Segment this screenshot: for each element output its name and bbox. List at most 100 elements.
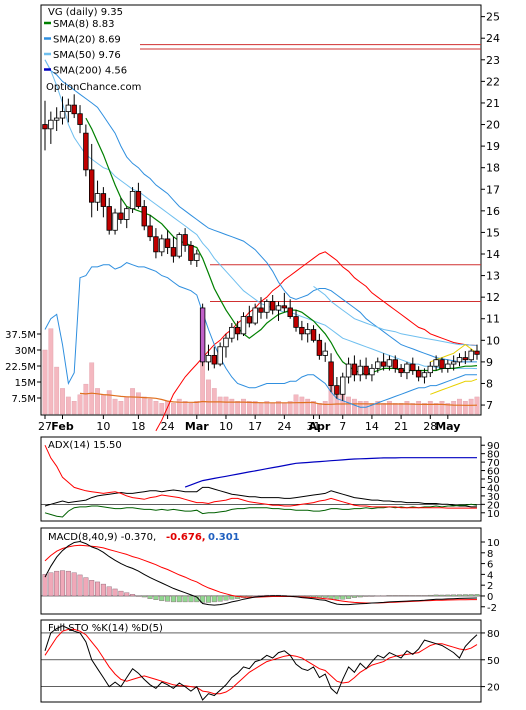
candle — [194, 249, 200, 267]
candle — [269, 295, 276, 315]
macd-histogram-bar — [235, 595, 241, 599]
candle-body — [445, 363, 451, 369]
candle — [275, 301, 282, 321]
candle — [287, 299, 293, 319]
candle — [450, 355, 457, 371]
candlesticks — [42, 94, 480, 401]
price-tick-label: 17 — [486, 183, 500, 196]
candle — [71, 94, 77, 119]
volume-bar — [42, 349, 48, 415]
candle-body — [369, 367, 375, 376]
macd-histogram-bar — [246, 595, 252, 597]
candle-body — [468, 350, 474, 361]
macd-histogram-bar — [322, 595, 328, 598]
volume-tick-label: 22.5M — [5, 362, 36, 373]
volume-bar — [392, 403, 398, 415]
macd-histogram-bar — [130, 594, 136, 597]
legend-entry: SMA(8) 8.83 — [53, 19, 114, 30]
candle — [159, 234, 165, 257]
candle-body — [234, 326, 241, 335]
candle-body — [205, 355, 212, 363]
volume-bar — [270, 403, 276, 415]
volume-tick-label: 37.5M — [5, 330, 36, 341]
macd-histogram-bar — [381, 595, 387, 597]
volume-bar — [48, 328, 54, 415]
macd-histogram-bar — [124, 592, 130, 597]
macd-histogram-bar — [54, 570, 60, 597]
price-tick-label: 12 — [486, 291, 500, 304]
candle — [112, 208, 118, 235]
volume-bar — [381, 403, 386, 415]
volume-bar — [398, 403, 404, 415]
envelope-upper-line — [430, 343, 478, 363]
macd-histogram-bar — [211, 595, 217, 603]
macd-title: MACD(8,40,9) -0.370, — [48, 532, 156, 543]
macd-histogram-bar — [141, 595, 147, 598]
macd-histogram-bar — [404, 595, 410, 597]
candle — [252, 303, 258, 326]
macd-histogram-bar — [340, 595, 346, 600]
candle — [415, 366, 422, 382]
x-tick-label: 7 — [339, 420, 346, 433]
candle-body — [427, 365, 433, 374]
candle-body — [124, 208, 130, 220]
volume-bar — [264, 401, 270, 415]
macd-histogram-bar — [77, 574, 83, 597]
macd-histogram-bar — [474, 594, 480, 597]
candle-body — [380, 361, 387, 367]
volume-bar — [211, 388, 217, 415]
adx-title: ADX(14) 15.50 — [48, 440, 122, 451]
candle — [89, 143, 95, 218]
macd-histogram-bar — [398, 595, 404, 597]
macd-histogram-bar — [188, 595, 194, 603]
candle — [106, 197, 112, 235]
volume-average — [79, 392, 478, 406]
volume-bar — [89, 362, 95, 415]
volume-bar — [375, 401, 381, 415]
candle — [188, 241, 194, 265]
candle — [474, 344, 480, 360]
candle — [240, 312, 247, 336]
adx-tick-label: 20 — [487, 500, 500, 511]
macd-histogram-bar — [205, 595, 211, 603]
candle — [100, 187, 107, 218]
volume-bar — [416, 401, 422, 415]
candle — [445, 359, 451, 373]
ema-curve-line — [155, 251, 478, 432]
macd-histogram-bar — [316, 595, 322, 598]
candle-body — [217, 346, 223, 365]
candle — [153, 228, 159, 259]
volume-bar — [124, 396, 130, 415]
sto-tick-label: 80 — [487, 629, 500, 640]
x-tick-label: 10 — [219, 420, 233, 433]
candle — [386, 355, 393, 371]
price-tick-label: 10 — [486, 334, 500, 347]
candle-body — [170, 247, 177, 257]
macd-histogram-bar — [147, 595, 153, 599]
macd-histogram-bar — [89, 580, 95, 597]
candle — [433, 355, 439, 371]
candle — [176, 232, 182, 259]
volume-bar — [176, 398, 182, 415]
sto-tick-label: 50 — [487, 656, 500, 667]
volume-bar — [246, 401, 252, 415]
candle — [124, 206, 130, 229]
candle — [182, 228, 188, 252]
volume-bars — [42, 328, 480, 415]
macd-histogram-bar — [71, 572, 77, 597]
sto-tick-label: 20 — [487, 683, 500, 694]
macd-histogram-bar — [386, 595, 392, 597]
candle — [310, 325, 317, 343]
candle — [217, 342, 223, 367]
volume-bar — [188, 403, 194, 415]
candle — [164, 230, 171, 254]
volume-bar — [369, 403, 375, 415]
macd-tick-label: 0 — [487, 592, 493, 603]
candle-body — [106, 206, 112, 231]
candle-body — [188, 244, 194, 261]
volume-bar — [159, 403, 165, 415]
candle — [118, 197, 124, 224]
volume-bar — [83, 383, 89, 415]
candle — [369, 364, 375, 382]
